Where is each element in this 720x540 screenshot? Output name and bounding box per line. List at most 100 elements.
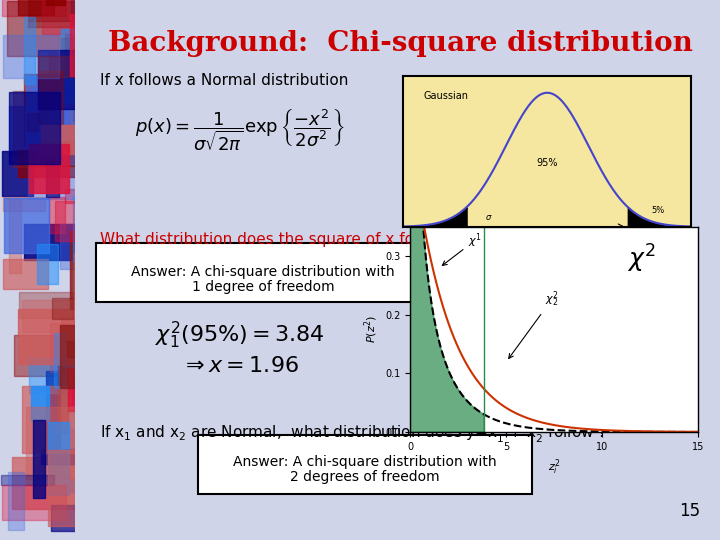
Text: If x follows a Normal distribution: If x follows a Normal distribution [100,73,348,88]
Bar [9,105,68,155]
Text: Background:  Chi-square distribution: Background: Chi-square distribution [107,30,693,57]
Bar [18,0,54,15]
Bar [70,231,143,309]
Bar [29,144,69,193]
Bar [3,35,59,78]
Bar [48,422,68,495]
Bar [3,259,48,288]
Bar [68,366,88,410]
Text: $\chi^2_1(95\%) = 3.84$: $\chi^2_1(95\%) = 3.84$ [156,320,325,351]
Bar [58,366,68,433]
Bar [19,292,78,319]
Bar [46,429,75,465]
Bar [60,224,107,268]
Bar [54,333,66,388]
Bar [48,450,96,525]
Bar [26,407,96,479]
Text: $\sigma$: $\sigma$ [485,213,493,222]
Bar [46,161,59,197]
Bar [45,372,60,448]
Text: $\chi^2$: $\chi^2$ [626,243,655,275]
Bar [52,298,73,319]
Bar [51,505,94,531]
Text: Gaussian: Gaussian [424,91,469,101]
Bar [2,151,33,197]
Text: 15: 15 [679,502,700,520]
Bar [18,309,76,365]
Bar [29,0,98,21]
Bar [2,484,66,520]
Bar [4,198,49,253]
Bar [72,373,114,404]
Bar [28,0,86,26]
Bar [29,359,93,394]
Bar [41,449,103,464]
Bar [59,381,102,432]
Text: If x$_1$ and x$_2$ are Normal,  what distribution does y=x$^2_1$ + x$_2^2$ follo: If x$_1$ and x$_2$ are Normal, what dist… [100,422,607,445]
Text: 1.96$\sigma$: 1.96$\sigma$ [626,233,649,242]
Bar [75,0,720,540]
Bar [55,89,70,124]
Bar [50,52,96,99]
Text: $\chi^1$: $\chi^1$ [442,231,482,265]
Bar [60,29,127,103]
Bar [41,141,94,166]
Bar [24,17,35,84]
Bar [55,201,105,241]
Bar [22,387,92,453]
Bar [18,151,78,177]
Bar [70,14,108,77]
Bar [12,456,78,509]
Bar [50,323,94,372]
Bar [69,479,92,492]
Bar [31,387,49,420]
Bar [1,475,54,485]
Text: $p(x) = \dfrac{1}{\sigma\sqrt{2\pi}} \exp\left\{\dfrac{-x^2}{2\sigma^2}\right\}$: $p(x) = \dfrac{1}{\sigma\sqrt{2\pi}} \ex… [135,107,345,153]
Bar [22,300,87,332]
Bar [74,253,109,317]
Bar [63,354,85,367]
Bar [24,74,76,146]
Text: What distribution does the square of x follow ?: What distribution does the square of x f… [100,232,457,247]
Bar [73,195,104,261]
Bar [14,335,58,376]
Bar [66,33,88,106]
FancyBboxPatch shape [198,435,532,494]
Bar [41,125,94,154]
Bar [37,56,91,78]
Text: 2 degrees of freedom: 2 degrees of freedom [290,470,440,484]
Bar [13,91,48,167]
Bar [27,151,78,199]
Bar [55,129,111,164]
Bar [7,472,24,530]
Text: Answer: A chi-square distribution with: Answer: A chi-square distribution with [131,265,395,279]
Bar [9,199,22,273]
Text: $\Rightarrow x = 1.96$: $\Rightarrow x = 1.96$ [181,355,299,377]
Bar [39,71,63,124]
Bar [67,341,102,357]
Bar [42,0,97,35]
Bar [26,76,94,148]
Bar [65,189,96,204]
Bar [7,1,76,56]
Text: $x_0$: $x_0$ [562,233,573,244]
Bar [3,197,45,211]
Bar [1,0,66,16]
Bar [60,318,77,375]
Bar [73,49,144,122]
Bar [37,50,90,109]
Bar [50,198,66,233]
Bar [37,244,58,285]
Bar [32,88,98,98]
Bar [9,92,60,164]
Bar [27,113,37,131]
Y-axis label: $P(z^2)$: $P(z^2)$ [362,315,379,343]
Text: 1 degree of freedom: 1 degree of freedom [192,280,334,294]
Bar [37,246,75,258]
Text: 95%: 95% [536,158,558,168]
FancyBboxPatch shape [96,243,430,302]
X-axis label: $z_i^2$: $z_i^2$ [548,457,561,477]
Text: Answer: A chi-square distribution with: Answer: A chi-square distribution with [233,455,497,469]
Bar [60,325,82,388]
Text: $\chi^2_2$: $\chi^2_2$ [509,290,559,359]
